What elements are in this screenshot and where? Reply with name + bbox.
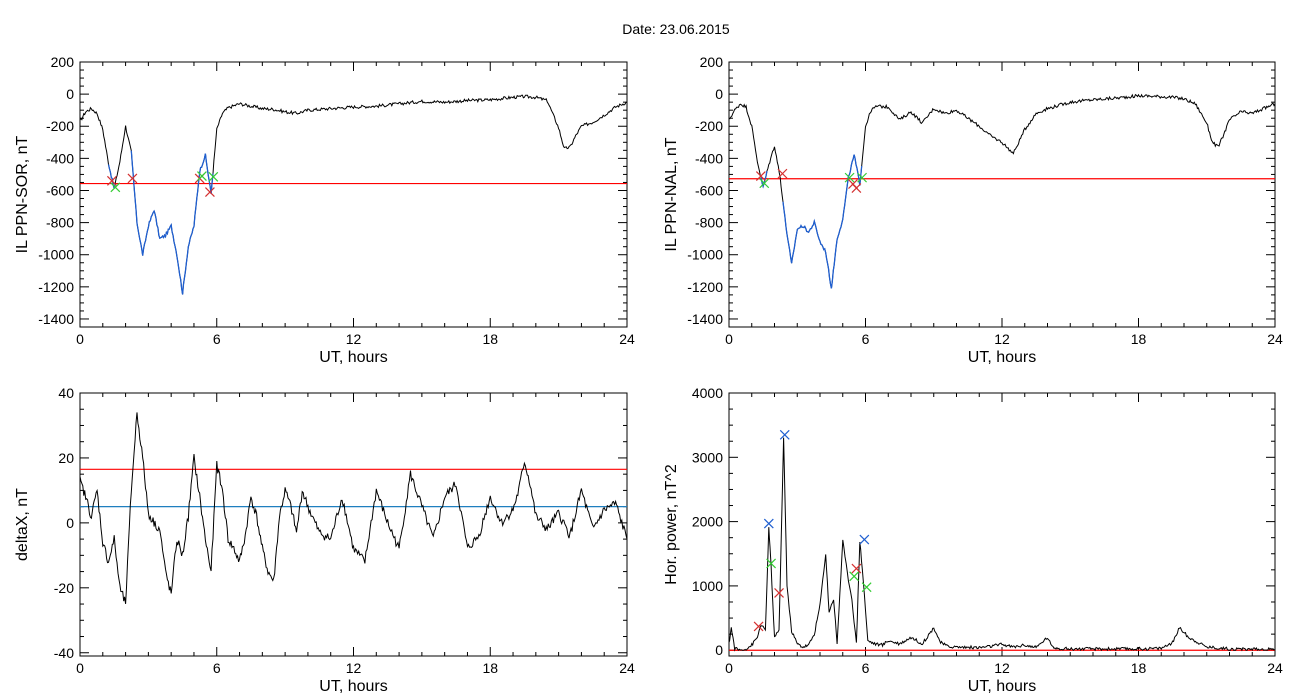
marker-red [106,175,117,186]
marker-blue [763,518,774,529]
y-tick-label: -400 [46,150,74,166]
x-axis-label: UT, hours [968,349,1036,366]
marker-blue [859,534,870,545]
y-tick-label: -600 [695,182,723,198]
y-tick-label: -200 [695,118,723,134]
x-tick-label: 18 [482,660,498,676]
y-tick-label: -1200 [38,279,74,295]
plot-area [729,93,1275,289]
chart-deltax: 0 6 12 18 24 40 20 0 -20 -40 UT, hours deltaX, nT [14,385,635,695]
y-tick-label: -1400 [687,311,723,327]
marker-red [204,187,215,198]
series-line [80,94,627,295]
x-tick-label: 24 [1267,331,1283,347]
y-tick-label: -1400 [38,311,74,327]
marker-red [127,173,138,184]
x-tick-label: 6 [213,331,221,347]
x-tick-label: 24 [1267,660,1283,676]
x-tick-label: 12 [994,331,1010,347]
x-tick-label: 18 [1131,331,1147,347]
plot-frame [728,392,1276,657]
marker-green [208,171,219,182]
chart-sor: 0 6 12 18 24 200 0 -200 -400 -600 -800 -1000 -1200 -1… [14,54,635,366]
y-tick-label: 2000 [692,514,723,530]
y-tick-label: -1000 [687,247,723,263]
series-line [729,93,1275,289]
plot-area [80,412,627,604]
page-title: Date: 23.06.2015 [622,21,730,37]
marker-red [851,183,862,194]
y-tick-label: 0 [66,86,74,102]
y-tick-label: 1000 [692,578,723,594]
plot-frame [79,61,628,328]
chart-nal: 0 6 12 18 24 200 0 -200 -400 -600 -800 -1000 -1200 -1… [663,54,1283,366]
marker-blue [779,429,790,440]
highlighted-segment [759,170,768,189]
y-axis-label: deltaX, nT [14,488,31,561]
y-tick-label: -800 [695,215,723,231]
y-tick-label: 20 [58,450,74,466]
highlighted-segment [782,154,863,289]
y-tick-label: -800 [46,215,74,231]
x-tick-label: 0 [76,331,84,347]
x-tick-label: 12 [346,660,362,676]
x-tick-label: 6 [862,331,870,347]
x-tick-label: 18 [482,331,498,347]
y-axis-label: IL PPN-NAL, nT [663,137,680,251]
y-axis-label: IL PPN-SOR, nT [14,135,31,253]
y-tick-label: -1200 [687,279,723,295]
y-tick-label: -400 [695,150,723,166]
x-tick-label: 6 [213,660,221,676]
plot-area [80,94,627,295]
y-tick-label: 4000 [692,385,723,401]
plot-frame [728,61,1276,328]
plot-area [729,437,1275,652]
x-tick-label: 0 [76,660,84,676]
y-tick-label: 200 [51,54,75,70]
y-tick-label: 200 [700,54,724,70]
y-tick-label: 0 [66,515,74,531]
x-tick-label: 6 [862,660,870,676]
y-tick-label: -600 [46,182,74,198]
marker-green [849,571,860,582]
series-line [729,437,1275,652]
marker-green [110,182,121,193]
y-tick-label: -1000 [38,247,74,263]
x-axis-label: UT, hours [319,678,387,695]
y-tick-label: -20 [54,580,74,596]
chart-power: 0 6 12 18 24 4000 3000 2000 1000 0 UT, hours Hor. p… [663,385,1283,695]
x-tick-label: 24 [619,331,635,347]
marker-red [774,588,784,598]
y-axis-label: Hor. power, nT^2 [663,464,680,585]
marker-red [851,563,862,574]
x-axis-label: UT, hours [968,678,1036,695]
y-tick-label: 0 [715,86,723,102]
y-tick-label: -200 [46,118,74,134]
x-tick-label: 0 [725,660,733,676]
marker-red [777,168,788,179]
marker-green [766,558,777,569]
y-tick-label: 3000 [692,449,723,465]
x-tick-label: 24 [619,660,635,676]
x-tick-label: 12 [346,331,362,347]
marker-red [753,621,764,632]
x-tick-label: 18 [1131,660,1147,676]
y-tick-label: -40 [54,645,74,661]
plot-frame [79,392,628,657]
highlighted-segment [107,164,116,189]
highlighted-segment [130,150,214,295]
marker-red [755,171,766,181]
marker-green [197,171,207,181]
x-axis-label: UT, hours [319,349,387,366]
x-tick-label: 12 [994,660,1010,676]
series-line [80,412,627,604]
marker-green [844,172,855,183]
y-tick-label: 40 [58,385,74,401]
marker-green [861,582,872,593]
y-tick-label: 0 [715,642,723,658]
marker-green [857,172,868,183]
marker-green [759,178,770,189]
x-tick-label: 0 [725,331,733,347]
